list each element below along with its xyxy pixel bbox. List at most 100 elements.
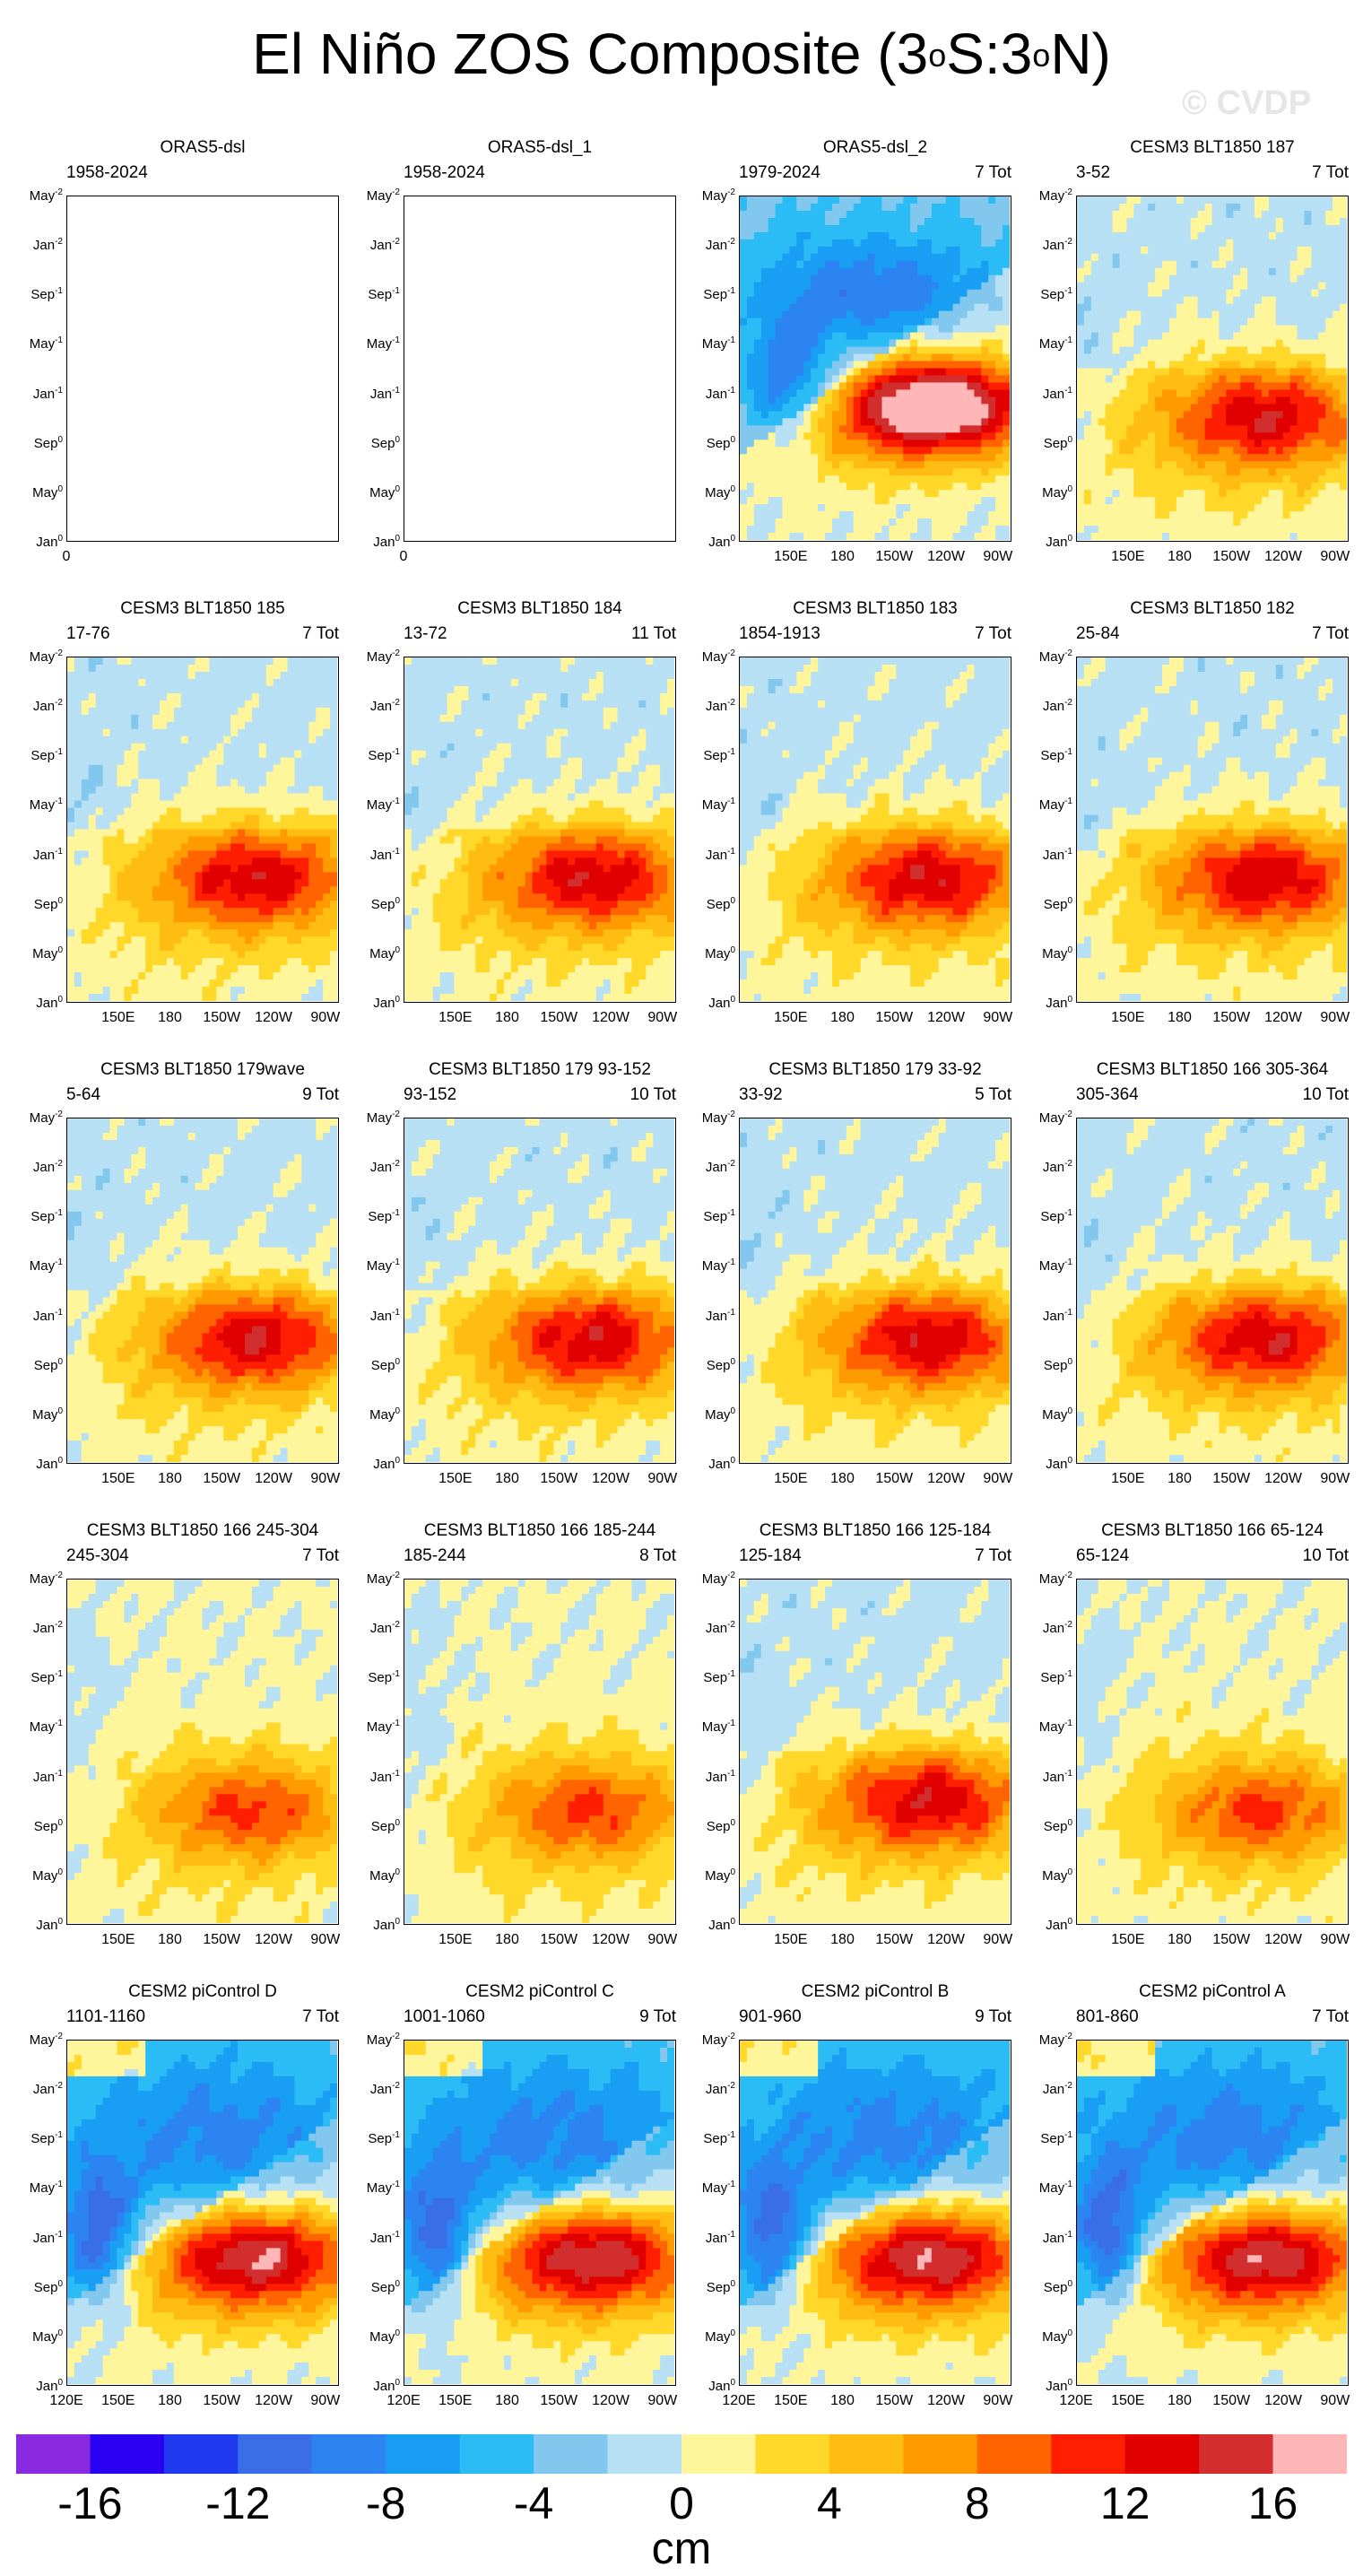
heatmap-cell — [1219, 368, 1227, 377]
heatmap-cell — [1247, 382, 1255, 391]
heatmap-cell — [1155, 296, 1163, 305]
heatmap-cell — [831, 260, 840, 269]
heatmap-cell — [187, 857, 196, 866]
heatmap-cell — [1141, 361, 1149, 370]
heatmap-cell — [924, 196, 933, 205]
heatmap-cell — [102, 750, 111, 759]
heatmap-cell — [159, 879, 168, 887]
heatmap-cell — [1219, 231, 1227, 240]
heatmap-cell — [903, 203, 911, 212]
heatmap-cell — [867, 217, 876, 226]
heatmap-cell — [1247, 239, 1255, 248]
heatmap-cell — [145, 807, 153, 816]
heatmap-cell — [88, 979, 97, 988]
heatmap-cell — [1254, 217, 1263, 226]
heatmap-cell — [1226, 210, 1234, 219]
heatmap-cell — [889, 454, 897, 462]
heatmap-cell — [753, 289, 762, 298]
heatmap-cell — [223, 879, 231, 887]
heatmap-cell — [768, 231, 777, 240]
heatmap-cell — [1211, 526, 1220, 534]
heatmap-cell — [981, 246, 989, 255]
heatmap-cell — [1226, 231, 1234, 240]
heatmap-cell — [967, 339, 975, 348]
heatmap-cell — [938, 404, 947, 412]
heatmap-cell — [187, 972, 196, 980]
heatmap-cell — [1226, 504, 1234, 512]
heatmap-cell — [1077, 411, 1085, 419]
heatmap-cell — [1282, 224, 1291, 233]
heatmap-cell — [251, 735, 260, 744]
heatmap-cell — [202, 728, 211, 737]
heatmap-cell — [910, 203, 918, 212]
heatmap-cell — [740, 389, 748, 398]
heatmap-cell — [195, 728, 204, 737]
heatmap-cell — [1211, 239, 1220, 248]
heatmap-cell — [81, 757, 90, 766]
heatmap-cell — [74, 893, 82, 901]
heatmap-cell — [917, 461, 925, 469]
heatmap-cell — [1254, 253, 1263, 262]
heatmap-cell — [760, 518, 769, 527]
heatmap-cell — [811, 239, 819, 248]
heatmap-cell — [917, 518, 925, 527]
heatmap-cell — [117, 944, 125, 952]
heatmap-cell — [860, 339, 869, 348]
panel-count: 7 Tot — [877, 163, 1011, 183]
heatmap-cell — [889, 239, 897, 248]
heatmap-cell — [838, 447, 847, 455]
heatmap-cell — [245, 893, 253, 901]
heatmap-cell — [1211, 504, 1220, 512]
heatmap-cell — [740, 504, 748, 512]
heatmap-cell — [881, 203, 890, 212]
heatmap-cell — [1083, 404, 1092, 412]
heatmap-cell — [1289, 454, 1298, 462]
heatmap-cell — [768, 346, 777, 355]
heatmap-cell — [67, 700, 75, 709]
heatmap-cell — [831, 447, 840, 455]
heatmap-cell — [1275, 375, 1284, 384]
heatmap-cell — [917, 332, 925, 341]
heatmap-cell — [782, 475, 791, 483]
heatmap-cell — [831, 389, 840, 398]
heatmap-cell — [145, 915, 153, 923]
heatmap-cell — [1289, 217, 1298, 226]
heatmap-cell — [889, 267, 897, 276]
heatmap-cell — [818, 396, 826, 405]
heatmap-cell — [245, 771, 253, 780]
heatmap-cell — [173, 929, 182, 937]
heatmap-cell — [903, 404, 911, 412]
heatmap-cell — [1268, 497, 1277, 505]
heatmap-cell — [1168, 332, 1177, 341]
heatmap-cell — [1268, 253, 1277, 262]
heatmap-cell — [251, 779, 260, 788]
heatmap-cell — [945, 454, 954, 462]
heatmap-cell — [1148, 296, 1156, 305]
heatmap-cell — [760, 411, 769, 419]
heatmap-cell — [1098, 504, 1107, 512]
heatmap-cell — [881, 454, 890, 462]
heatmap-cell — [838, 296, 847, 305]
heatmap-cell — [166, 800, 175, 809]
heatmap-cell — [74, 800, 82, 809]
heatmap-cell — [775, 339, 784, 348]
heatmap-cell — [825, 454, 833, 462]
heatmap-cell — [881, 296, 890, 305]
y-tick-label: May0 — [13, 484, 63, 500]
heatmap-cell — [782, 497, 791, 505]
heatmap-cell — [1098, 239, 1107, 248]
heatmap-cell — [180, 886, 189, 894]
heatmap-cell — [1211, 303, 1220, 312]
heatmap-cell — [760, 389, 769, 398]
heatmap-cell — [216, 714, 224, 723]
heatmap-cell — [959, 497, 968, 505]
heatmap-cell — [775, 518, 784, 527]
heatmap-cell — [152, 908, 161, 916]
heatmap-cell — [1297, 353, 1306, 362]
heatmap-cell — [896, 203, 904, 212]
heatmap-cell — [1148, 289, 1156, 298]
heatmap-cell — [910, 504, 918, 512]
heatmap-cell — [145, 678, 153, 687]
heatmap-cell — [1247, 231, 1255, 240]
heatmap-cell — [874, 468, 883, 476]
